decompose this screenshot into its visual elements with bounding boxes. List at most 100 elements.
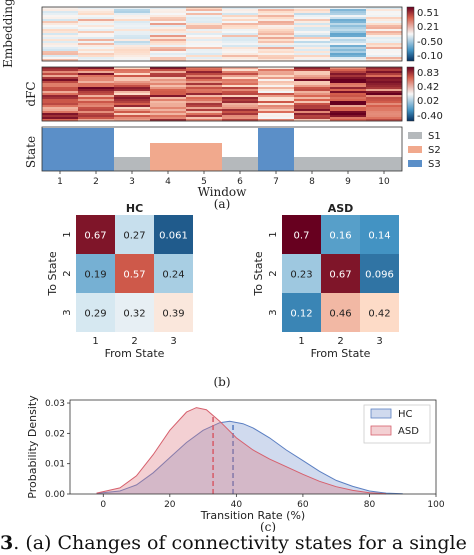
density-area-asd	[96, 407, 387, 494]
embeddings-cell	[114, 27, 151, 30]
embeddings-cell	[186, 51, 223, 54]
embeddings-colorbar	[406, 6, 415, 62]
dfc-cell	[366, 75, 403, 78]
embeddings-cell	[330, 29, 367, 32]
embeddings-cell	[258, 59, 295, 62]
embeddings-cell	[150, 25, 187, 28]
dfc-cell	[78, 97, 115, 100]
embeddings-cell	[78, 23, 115, 26]
dfc-cell	[366, 95, 403, 98]
embeddings-cell	[150, 53, 187, 56]
to-state-tick: 3	[62, 309, 73, 315]
dfc-cell	[330, 71, 367, 74]
dfc-cell	[78, 99, 115, 102]
embeddings-cell	[294, 55, 331, 58]
dfc-cell	[114, 119, 151, 122]
dfc-cell	[222, 101, 259, 104]
dfc-cell	[366, 119, 403, 122]
density-xlabel: Transition Rate (%)	[200, 509, 305, 522]
embeddings-cell	[294, 49, 331, 52]
dfc-cell	[186, 91, 223, 94]
dfc-cell	[366, 81, 403, 84]
dfc-cell	[330, 93, 367, 96]
dfc-cell	[150, 105, 187, 108]
matrix-cell	[115, 254, 154, 293]
dfc-cell	[42, 101, 79, 104]
dfc-cell	[222, 117, 259, 120]
matrix-cell-label: 0.19	[84, 270, 106, 281]
embeddings-cell	[78, 51, 115, 54]
embeddings-cell	[258, 37, 295, 40]
matrix-cell-label: 0.14	[368, 231, 390, 242]
dfc-cell	[42, 103, 79, 106]
embeddings-ylabel: Embeddings	[1, 0, 15, 68]
y-tick-label: 0.02	[45, 429, 65, 439]
embeddings-cell	[114, 49, 151, 52]
legend-swatch-asd	[370, 425, 392, 436]
embeddings-cell	[150, 23, 187, 26]
embeddings-cell	[258, 49, 295, 52]
embeddings-cell	[150, 51, 187, 54]
embeddings-cell	[330, 19, 367, 22]
dfc-cell	[150, 81, 187, 84]
dfc-cell	[294, 69, 331, 72]
dfc-cell	[222, 91, 259, 94]
matrix-cell	[115, 215, 154, 254]
embeddings-cell	[186, 39, 223, 42]
matrix-hc: HC 0.67 0.27 0.061 0.19 0.57 0.24 0.29 0.32 0.39 1…	[46, 202, 193, 360]
dfc-cell	[150, 103, 187, 106]
legend-swatch-hc	[370, 408, 392, 419]
dfc-cell	[366, 77, 403, 80]
dfc-cell	[186, 73, 223, 76]
dfc-cell	[294, 75, 331, 78]
matrix-cell-label: 0.096	[365, 270, 394, 281]
embeddings-cell	[330, 55, 367, 58]
dfc-cell	[150, 93, 187, 96]
embeddings-cell	[366, 7, 403, 10]
dfc-cell	[150, 89, 187, 92]
dfc-cell	[114, 91, 151, 94]
dfc-cell	[294, 93, 331, 96]
dfc-cell	[114, 111, 151, 114]
panel-b-transition-matrices: HC 0.67 0.27 0.061 0.19 0.57 0.24 0.29 0.32 0.39 1…	[46, 202, 399, 360]
embeddings-cell	[258, 33, 295, 36]
embeddings-cell	[258, 57, 295, 60]
dfc-cell	[330, 113, 367, 116]
dfc-cell	[114, 83, 151, 86]
embeddings-cell	[42, 13, 79, 16]
embeddings-cell	[330, 35, 367, 38]
embeddings-cell	[42, 41, 79, 44]
dfc-cell	[42, 115, 79, 118]
dfc-cell	[186, 69, 223, 72]
embeddings-cell	[42, 57, 79, 60]
embeddings-cell	[42, 47, 79, 50]
embeddings-cell	[258, 29, 295, 32]
dfc-cell	[366, 89, 403, 92]
dfc-cell	[330, 83, 367, 86]
dfc-cell	[114, 77, 151, 80]
dfc-cell	[186, 97, 223, 100]
dfc-cell	[186, 103, 223, 106]
window-axis: 1 2 3 4 5 6 7 8 9 10	[57, 171, 390, 187]
window-tick-label: 10	[378, 177, 390, 187]
embeddings-cell	[186, 45, 223, 48]
to-state-tick: 1	[62, 231, 73, 237]
embeddings-cell	[42, 51, 79, 54]
dfc-cell	[78, 79, 115, 82]
embeddings-cell	[150, 49, 187, 52]
embeddings-cell	[366, 51, 403, 54]
figure-caption: 3. (a) Changes of connectivity states fo…	[0, 532, 474, 555]
embeddings-cell	[78, 31, 115, 34]
embeddings-cell	[222, 53, 259, 56]
to-state-ylabel: To State	[46, 251, 59, 296]
dfc-cell	[294, 87, 331, 90]
embeddings-cell	[294, 35, 331, 38]
embeddings-cell	[150, 17, 187, 20]
from-state-tick: 3	[376, 336, 382, 347]
embeddings-cell	[114, 11, 151, 14]
dfc-cell	[330, 73, 367, 76]
matrix-cell-label: 0.061	[159, 231, 188, 242]
dfc-cell	[366, 103, 403, 106]
embeddings-cell	[186, 9, 223, 12]
dfc-cell	[42, 99, 79, 102]
